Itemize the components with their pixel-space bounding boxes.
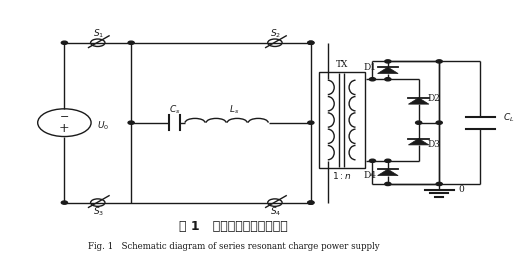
Text: −: − xyxy=(60,112,69,122)
Text: D4: D4 xyxy=(363,171,376,180)
Text: $U_0$: $U_0$ xyxy=(97,119,109,132)
Circle shape xyxy=(436,182,442,186)
Circle shape xyxy=(61,201,67,204)
Circle shape xyxy=(416,121,422,124)
Circle shape xyxy=(308,41,314,44)
Circle shape xyxy=(385,159,391,162)
Circle shape xyxy=(308,41,314,44)
Text: TX: TX xyxy=(335,60,348,69)
Text: $S_4$: $S_4$ xyxy=(270,206,282,218)
Text: $S_2$: $S_2$ xyxy=(270,27,281,40)
Polygon shape xyxy=(378,169,398,175)
Polygon shape xyxy=(408,138,429,145)
Circle shape xyxy=(308,201,314,204)
Text: 图 1   串联谐振充电电路原理: 图 1 串联谐振充电电路原理 xyxy=(180,220,288,233)
Text: $S_3$: $S_3$ xyxy=(93,206,104,218)
Text: Fig. 1   Schematic diagram of series resonant charge power supply: Fig. 1 Schematic diagram of series reson… xyxy=(88,242,379,251)
Polygon shape xyxy=(378,67,398,73)
Circle shape xyxy=(436,60,442,63)
Text: $C_s$: $C_s$ xyxy=(169,103,181,116)
Circle shape xyxy=(128,41,134,44)
Circle shape xyxy=(308,201,314,204)
Text: $1: n$: $1: n$ xyxy=(332,171,351,181)
Text: D3: D3 xyxy=(428,140,441,149)
Circle shape xyxy=(128,121,134,124)
Circle shape xyxy=(61,41,67,44)
Text: D1: D1 xyxy=(363,63,376,72)
Text: +: + xyxy=(59,122,70,135)
Text: 0: 0 xyxy=(458,185,463,194)
Text: D2: D2 xyxy=(428,94,441,103)
Polygon shape xyxy=(408,98,429,104)
Circle shape xyxy=(370,78,376,81)
Circle shape xyxy=(385,182,391,186)
Circle shape xyxy=(436,121,442,124)
Text: $C_L$: $C_L$ xyxy=(503,111,514,123)
Text: $L_s$: $L_s$ xyxy=(229,103,239,116)
Circle shape xyxy=(370,159,376,162)
Circle shape xyxy=(385,60,391,63)
Circle shape xyxy=(308,121,314,124)
Text: $S_1$: $S_1$ xyxy=(93,27,104,40)
Circle shape xyxy=(385,78,391,81)
Bar xyxy=(319,72,365,168)
